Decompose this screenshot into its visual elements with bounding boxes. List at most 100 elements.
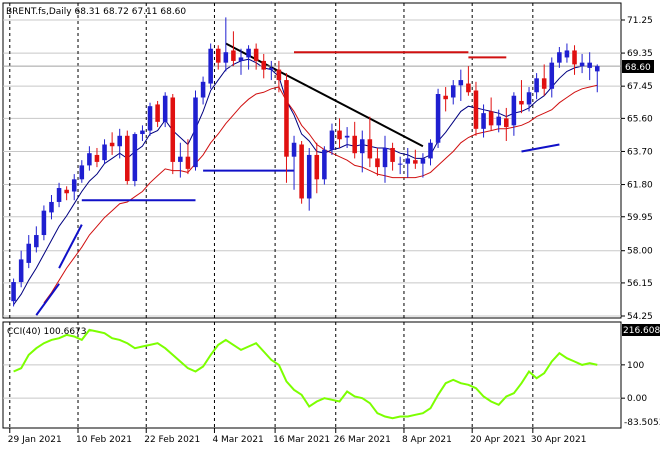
candle-body bbox=[397, 163, 403, 165]
cci-tick-label: 0.00 bbox=[627, 394, 647, 404]
candle-body bbox=[208, 48, 213, 84]
cci-current-box bbox=[622, 324, 660, 336]
time-tick-label: 4 Mar 2021 bbox=[212, 435, 263, 445]
candle-layer bbox=[11, 17, 600, 307]
price-tick-label: 67.45 bbox=[627, 82, 653, 92]
time-tick-label: 29 Jan 2021 bbox=[8, 435, 62, 445]
candle-body bbox=[504, 118, 509, 128]
ema-slow-line bbox=[43, 84, 598, 304]
candle-body bbox=[56, 188, 62, 202]
candle-body bbox=[329, 130, 335, 150]
candle-body bbox=[11, 282, 16, 302]
candle-body bbox=[185, 156, 191, 169]
candle-body bbox=[26, 243, 32, 263]
candle-body bbox=[564, 50, 570, 58]
candle-body bbox=[231, 50, 236, 61]
candle-body bbox=[367, 139, 373, 159]
support-line bbox=[521, 143, 560, 153]
time-tick-label: 22 Feb 2021 bbox=[144, 435, 200, 445]
candle-body bbox=[291, 142, 297, 157]
candle-body bbox=[140, 130, 145, 135]
candle-body bbox=[344, 135, 350, 138]
candle-body bbox=[519, 100, 524, 105]
candle-body bbox=[200, 81, 206, 98]
candle-body bbox=[579, 62, 585, 67]
time-tick-label: 8 Apr 2021 bbox=[402, 435, 452, 445]
cci-line bbox=[13, 328, 598, 420]
candle-body bbox=[18, 259, 24, 283]
symbol-header: BRENT.fs,Daily 68.31 68.72 67.11 68.60 bbox=[6, 7, 186, 17]
trendline bbox=[225, 42, 424, 148]
price-tick-label: 58.00 bbox=[627, 247, 653, 257]
candle-body bbox=[269, 67, 274, 70]
price-tick-label: 54.25 bbox=[627, 312, 653, 322]
candle-body bbox=[322, 149, 327, 180]
candle-body bbox=[534, 78, 539, 93]
candle-body bbox=[526, 92, 532, 105]
indicator-layer bbox=[3, 42, 621, 316]
ema-fast-line bbox=[13, 58, 598, 305]
candle-body bbox=[594, 66, 600, 72]
time-tick-label: 20 Apr 2021 bbox=[470, 435, 526, 445]
candle-body bbox=[178, 156, 183, 162]
candle-body bbox=[41, 210, 47, 236]
cci-title: CCI(40) 100.6673 bbox=[7, 327, 87, 337]
time-tick-label: 26 Mar 2021 bbox=[334, 435, 391, 445]
candle-body bbox=[223, 52, 229, 63]
candle-body bbox=[337, 130, 342, 140]
current-price-box bbox=[622, 60, 654, 73]
candle-body bbox=[420, 158, 426, 164]
candle-body bbox=[64, 189, 69, 194]
candle-body bbox=[215, 48, 221, 63]
candle-body bbox=[549, 62, 555, 89]
cci-tick-label: 100 bbox=[627, 361, 644, 371]
candle-body bbox=[488, 111, 494, 126]
candle-body bbox=[49, 201, 54, 213]
candle-body bbox=[87, 153, 92, 166]
candle-body bbox=[587, 62, 592, 68]
axis-layer: 71.25 69.35 67.45 65.60 63.70 61.80 59.95 58.00… bbox=[8, 16, 653, 445]
candle-body bbox=[352, 135, 357, 154]
candle-body bbox=[102, 144, 107, 161]
candle-body bbox=[481, 113, 486, 129]
time-tick-label: 30 Apr 2021 bbox=[531, 435, 587, 445]
candle-body bbox=[147, 106, 153, 131]
cci-current-label: 216.608 bbox=[623, 326, 660, 336]
time-tick-label: 16 Mar 2021 bbox=[273, 435, 330, 445]
price-tick-label: 69.35 bbox=[627, 49, 653, 59]
candle-body bbox=[276, 69, 282, 81]
candle-body bbox=[170, 97, 176, 162]
price-tick-label: 63.70 bbox=[627, 147, 653, 157]
candle-body bbox=[496, 116, 501, 126]
price-tick-label: 65.60 bbox=[627, 114, 653, 124]
candle-body bbox=[253, 48, 259, 61]
candle-body bbox=[193, 97, 198, 168]
candle-body bbox=[557, 52, 562, 63]
candle-body bbox=[450, 85, 456, 98]
price-tick-label: 71.25 bbox=[627, 16, 653, 26]
candle-body bbox=[428, 142, 433, 159]
candle-body bbox=[435, 94, 441, 143]
candle-body bbox=[541, 78, 547, 89]
candle-body bbox=[390, 147, 395, 162]
price-tick-label: 56.15 bbox=[627, 279, 653, 289]
price-panel-frame bbox=[2, 2, 622, 319]
candle-body bbox=[261, 60, 267, 70]
current-price-label: 68.60 bbox=[625, 63, 651, 73]
candle-body bbox=[94, 154, 100, 162]
support-line bbox=[58, 224, 83, 269]
candle-body bbox=[109, 142, 115, 147]
candle-body bbox=[473, 90, 479, 129]
candle-body bbox=[238, 57, 244, 61]
candle-body bbox=[306, 154, 312, 199]
candle-body bbox=[405, 158, 411, 164]
candle-body bbox=[79, 165, 85, 180]
candle-body bbox=[34, 235, 39, 248]
candle-body bbox=[314, 154, 320, 180]
candle-body bbox=[413, 160, 418, 164]
candle-body bbox=[284, 80, 289, 157]
price-tick-label: 61.80 bbox=[627, 181, 653, 191]
